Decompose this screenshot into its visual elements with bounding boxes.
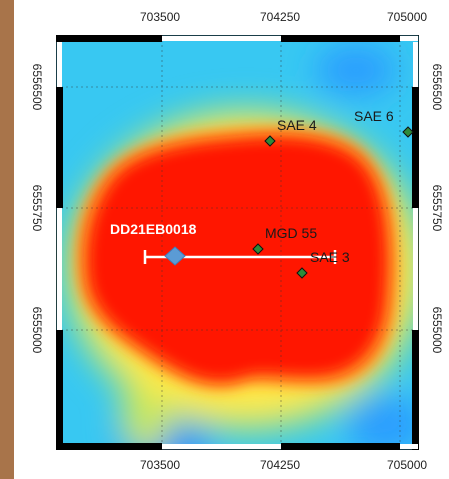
- station-marker-mgd-55[interactable]: [252, 243, 264, 255]
- drillhole-marker[interactable]: [164, 246, 186, 266]
- station-label-sae-3: SAE 3: [310, 249, 350, 265]
- red-high-anomaly: [88, 138, 387, 381]
- grid-lines: [56, 35, 419, 450]
- x-tick-label-bottom: 703500: [140, 458, 181, 472]
- drillhole-label: DD21EB0018: [110, 221, 197, 237]
- station-label-sae-6: SAE 6: [354, 108, 394, 124]
- geophysics-map[interactable]: [56, 35, 419, 450]
- left-edge-strip: [0, 0, 14, 479]
- deep-low-anomaly: [316, 45, 396, 95]
- x-tick-label-bottom: 705000: [387, 458, 428, 472]
- deep-low-anomaly: [346, 395, 419, 450]
- map-canvas: [56, 35, 419, 450]
- x-tick-label-top: 703500: [140, 10, 181, 24]
- x-tick-label-top: 705000: [387, 10, 428, 24]
- neatline-border: [56, 35, 419, 450]
- station-marker-sae-3[interactable]: [296, 267, 308, 279]
- station-label-sae-4: SAE 4: [277, 117, 317, 133]
- station-marker-sae-4[interactable]: [264, 135, 276, 147]
- station-marker-sae-6[interactable]: [402, 126, 414, 138]
- station-label-mgd-55: MGD 55: [265, 225, 318, 241]
- x-tick-label-bottom: 704250: [260, 458, 301, 472]
- x-tick-label-top: 704250: [260, 10, 301, 24]
